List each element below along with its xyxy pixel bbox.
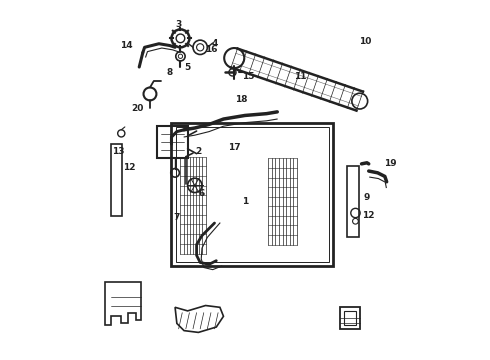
Text: 14: 14 (121, 41, 133, 50)
Bar (340, 307, 360, 329)
Bar (111, 144, 122, 216)
Text: 17: 17 (228, 143, 241, 152)
Text: 11: 11 (294, 72, 307, 81)
Text: 2: 2 (195, 147, 201, 156)
Bar (157, 126, 188, 158)
Text: 12: 12 (363, 211, 375, 220)
Text: 10: 10 (359, 37, 371, 46)
Text: 16: 16 (205, 45, 217, 54)
Bar (172, 123, 333, 266)
Text: 4: 4 (211, 39, 218, 48)
Text: 7: 7 (173, 213, 180, 222)
Text: 6: 6 (199, 189, 205, 198)
Text: 9: 9 (364, 193, 370, 202)
Bar (343, 311, 356, 325)
Text: 20: 20 (131, 104, 144, 113)
Bar (347, 166, 359, 237)
Text: 13: 13 (113, 147, 125, 156)
Text: 5: 5 (185, 63, 191, 72)
Text: 19: 19 (384, 159, 396, 168)
Text: 18: 18 (235, 95, 247, 104)
Text: 8: 8 (167, 68, 173, 77)
Text: 15: 15 (243, 72, 255, 81)
Text: 12: 12 (123, 163, 136, 172)
Text: 3: 3 (175, 19, 182, 28)
Bar (176, 127, 329, 262)
Text: 1: 1 (242, 197, 248, 206)
